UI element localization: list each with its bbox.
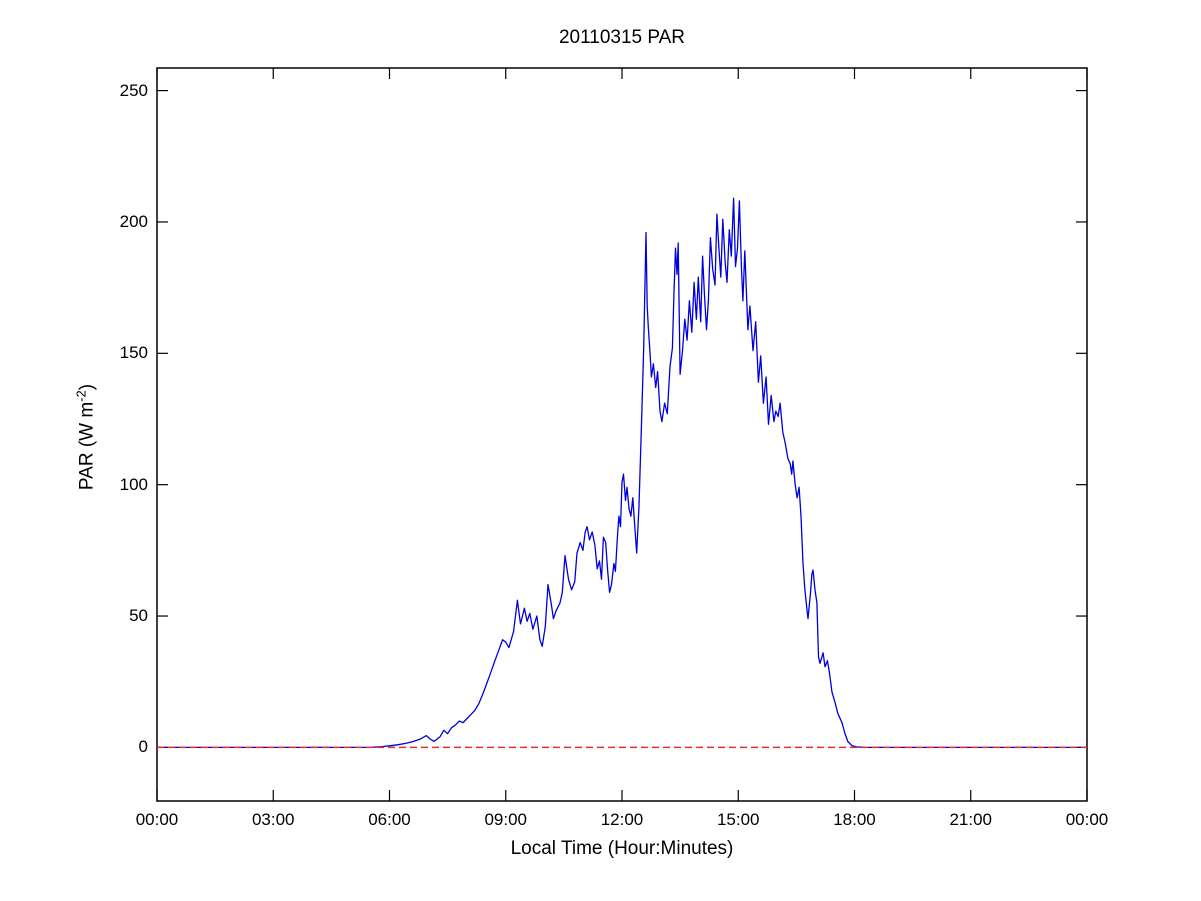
x-tick-label: 06:00: [368, 810, 411, 829]
x-tick-label: 21:00: [949, 810, 993, 829]
x-tick-label: 15:00: [716, 810, 760, 829]
y-tick-label: 200: [119, 211, 148, 231]
x-tick-label: 00:00: [1065, 810, 1109, 829]
y-tick-label: 50: [129, 606, 148, 626]
x-tick-label: 09:00: [484, 810, 528, 829]
y-axis-label-close: ): [76, 383, 98, 391]
x-tick-label: 00:00: [135, 810, 179, 829]
x-axis-label: Local Time (Hour:Minutes): [510, 838, 734, 859]
y-tick-label: 150: [119, 343, 148, 363]
x-tick-label: 18:00: [833, 810, 876, 829]
axis-box: [156, 67, 1088, 802]
x-tick-label: 12:00: [600, 810, 644, 829]
y-tick-label: 0: [138, 737, 148, 757]
chart-title: 20110315 PAR: [558, 27, 686, 48]
y-tick-label: 250: [119, 80, 148, 100]
x-tick-label: 03:00: [251, 810, 295, 829]
y-axis-label-superscript: -2: [73, 390, 89, 402]
y-tick-label: 100: [119, 474, 148, 494]
series-par-line: [157, 197, 1087, 749]
